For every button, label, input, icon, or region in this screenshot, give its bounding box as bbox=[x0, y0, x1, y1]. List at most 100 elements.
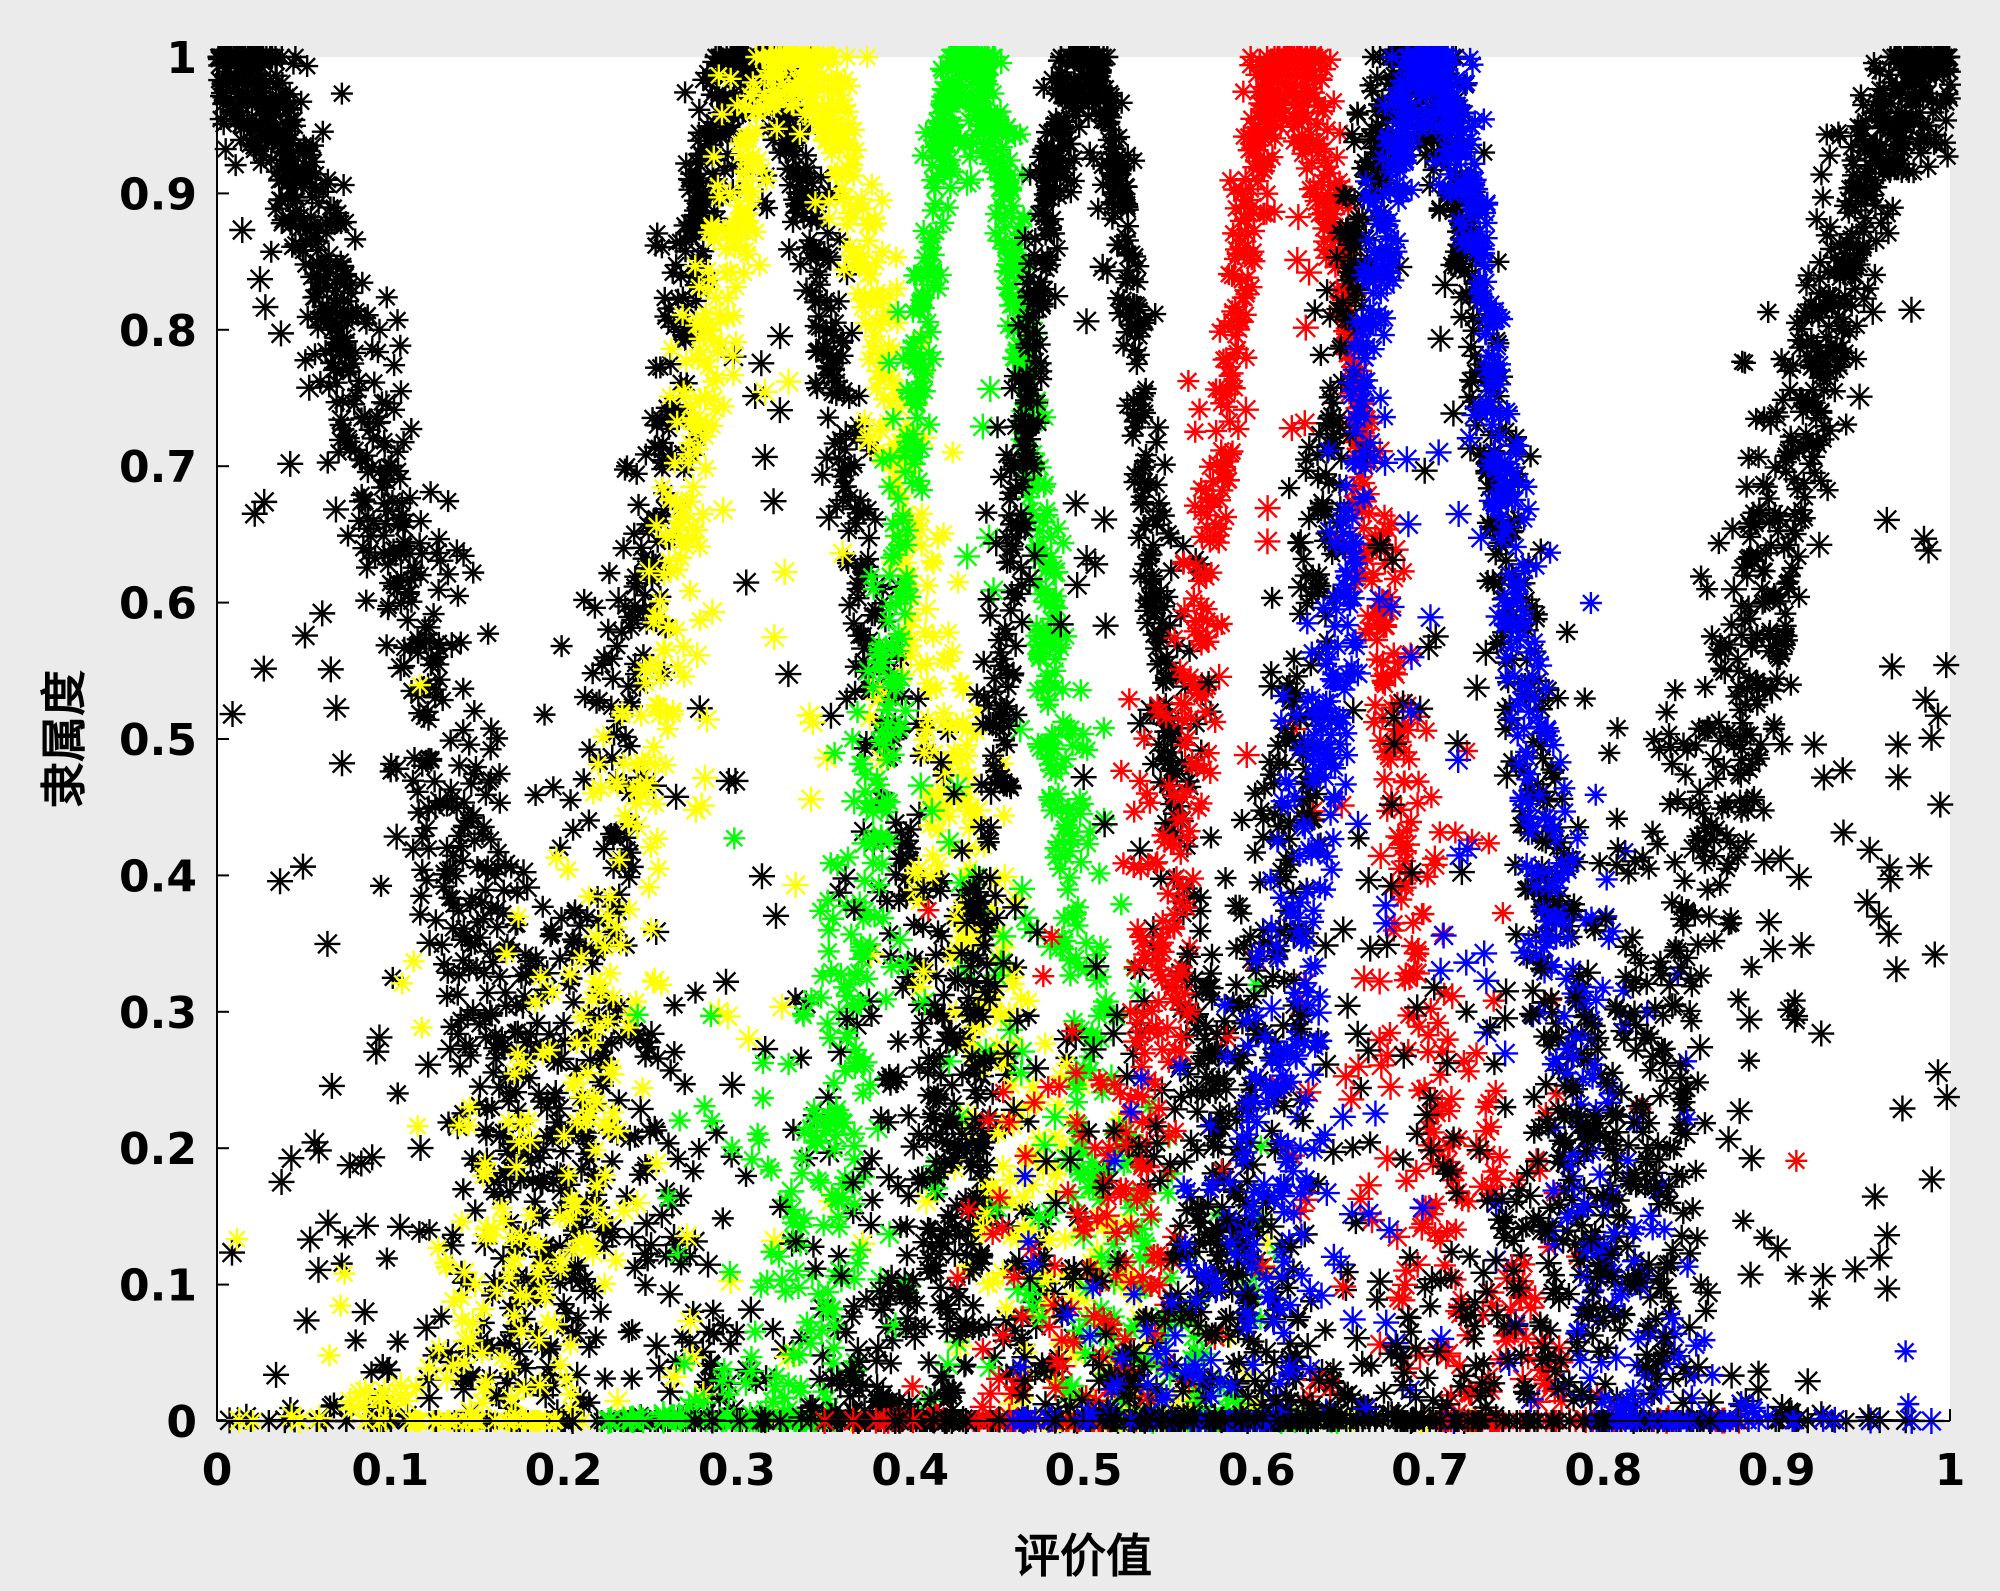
data-point bbox=[244, 74, 267, 97]
data-point bbox=[246, 266, 273, 293]
data-point bbox=[634, 584, 657, 607]
data-point bbox=[1000, 581, 1023, 604]
data-point bbox=[902, 423, 925, 446]
data-point bbox=[941, 441, 964, 464]
data-point bbox=[809, 166, 832, 189]
data-point bbox=[839, 486, 862, 509]
data-point bbox=[1149, 771, 1172, 794]
data-point bbox=[563, 930, 586, 953]
data-point bbox=[1004, 526, 1027, 549]
data-point bbox=[592, 725, 615, 748]
data-point bbox=[822, 1072, 845, 1095]
data-point bbox=[494, 1162, 517, 1185]
data-point bbox=[850, 187, 873, 210]
data-point bbox=[283, 114, 306, 137]
data-point bbox=[400, 679, 423, 702]
data-point bbox=[671, 303, 694, 326]
data-point bbox=[1147, 416, 1170, 439]
data-point bbox=[650, 1403, 677, 1430]
data-point bbox=[479, 828, 502, 851]
data-point bbox=[440, 1015, 463, 1038]
data-point bbox=[460, 772, 483, 795]
data-point bbox=[503, 1247, 526, 1270]
data-point bbox=[1091, 173, 1114, 196]
data-point bbox=[1110, 893, 1133, 916]
data-point bbox=[1004, 634, 1027, 657]
data-point bbox=[383, 354, 406, 377]
data-point bbox=[875, 661, 902, 688]
data-point bbox=[833, 1025, 860, 1052]
data-point bbox=[473, 1221, 500, 1248]
data-point bbox=[982, 82, 1005, 105]
data-point bbox=[391, 503, 414, 526]
data-point bbox=[657, 1132, 680, 1155]
data-point bbox=[437, 1036, 464, 1063]
data-point bbox=[709, 46, 732, 69]
data-point bbox=[848, 384, 871, 407]
data-point bbox=[829, 963, 852, 986]
data-point bbox=[336, 1152, 363, 1179]
data-point bbox=[459, 894, 482, 917]
data-point bbox=[474, 878, 497, 901]
data-point bbox=[871, 189, 894, 212]
data-point bbox=[672, 635, 695, 658]
data-point bbox=[979, 816, 1002, 839]
data-point bbox=[848, 891, 871, 914]
data-point bbox=[386, 577, 409, 600]
data-point bbox=[1180, 1323, 1207, 1350]
data-point bbox=[901, 1268, 924, 1291]
data-point bbox=[625, 753, 648, 776]
data-point bbox=[831, 177, 854, 200]
data-point bbox=[599, 744, 626, 771]
data-point bbox=[497, 1110, 520, 1133]
data-point bbox=[713, 159, 736, 182]
data-point bbox=[1058, 1373, 1085, 1399]
data-point bbox=[863, 207, 886, 230]
data-point bbox=[1044, 837, 1067, 860]
data-point bbox=[633, 1157, 660, 1184]
data-point bbox=[278, 1145, 305, 1172]
data-point bbox=[856, 704, 883, 731]
data-point bbox=[1066, 1159, 1089, 1182]
data-point bbox=[947, 1138, 970, 1161]
data-point bbox=[427, 547, 454, 574]
data-point bbox=[737, 125, 760, 148]
data-point bbox=[430, 933, 453, 956]
data-point bbox=[663, 452, 686, 475]
data-point bbox=[825, 352, 848, 375]
data-point bbox=[877, 351, 900, 374]
data-point bbox=[1066, 1317, 1093, 1344]
data-point bbox=[992, 804, 1015, 827]
data-point bbox=[817, 940, 840, 963]
data-point bbox=[867, 879, 894, 906]
data-point bbox=[298, 139, 321, 162]
data-point bbox=[1017, 1004, 1040, 1027]
data-point bbox=[927, 854, 950, 877]
data-point bbox=[1051, 678, 1074, 701]
data-point bbox=[453, 1351, 476, 1374]
data-point bbox=[494, 1137, 521, 1164]
data-point bbox=[978, 131, 1001, 154]
data-point bbox=[271, 168, 294, 191]
data-point bbox=[450, 928, 473, 951]
data-point bbox=[967, 1132, 990, 1155]
data-point bbox=[477, 622, 500, 645]
data-point bbox=[834, 185, 857, 208]
data-point bbox=[532, 1382, 559, 1409]
data-point bbox=[332, 174, 355, 197]
data-point bbox=[1127, 255, 1150, 278]
data-point bbox=[1009, 875, 1036, 902]
data-point bbox=[387, 541, 414, 568]
data-point bbox=[1082, 147, 1105, 170]
data-point bbox=[876, 1221, 903, 1248]
data-point bbox=[389, 591, 412, 614]
data-point bbox=[304, 214, 327, 237]
data-point bbox=[937, 621, 960, 644]
data-point bbox=[756, 1269, 779, 1292]
data-point bbox=[434, 1251, 457, 1274]
data-point bbox=[346, 1380, 373, 1407]
data-point bbox=[863, 604, 886, 627]
data-point bbox=[1047, 139, 1070, 162]
data-point bbox=[965, 683, 988, 706]
data-point bbox=[854, 763, 877, 786]
